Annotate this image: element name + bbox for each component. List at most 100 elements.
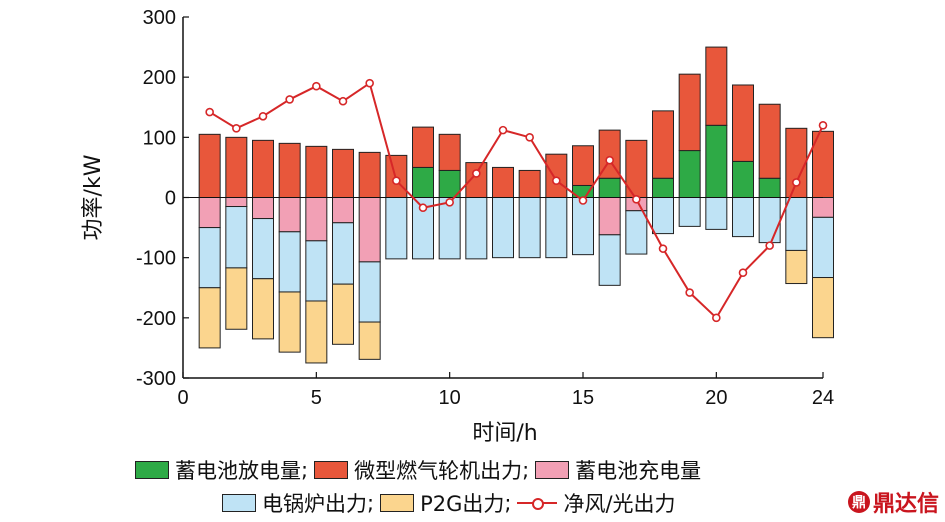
bar-electric-boiler [678,197,701,227]
point-net-wind-solar [685,288,694,297]
bar-electric-boiler [545,197,568,259]
bar-micro-turbine [678,73,701,152]
point-net-wind-solar [792,178,801,187]
bar-electric-boiler [198,227,221,289]
watermark-logo: 鼎 鼎达信 [847,486,939,518]
bar-battery-discharge [732,160,754,198]
legend-sep: ; [301,458,309,482]
bar-electric-boiler [572,197,594,256]
legend-label-battery-discharge: 蓄电池放电量 [175,459,301,483]
y-tick-label: -300 [136,368,176,390]
bar-battery-discharge [412,166,434,199]
x-tick-label: 24 [812,387,834,409]
point-net-wind-solar [338,96,348,106]
point-net-wind-solar [712,313,721,323]
x-tick-label: 10 [439,387,461,409]
bar-micro-turbine [732,84,754,162]
y-tick-label: 100 [143,127,176,149]
bar-micro-turbine [225,136,248,198]
point-net-wind-solar [578,196,588,205]
point-net-wind-solar [392,176,401,185]
bar-p2g [305,300,328,364]
bar-p2g [332,283,354,345]
x-tick-label: 0 [177,387,188,409]
bar-p2g [225,267,248,330]
bar-micro-turbine [332,148,354,199]
bar-micro-turbine [198,133,221,198]
legend-row-1: 蓄电池放电量; 微型燃气轮机出力; 蓄电池充电量 [135,455,701,485]
bar-electric-boiler [465,197,488,260]
x-tick-label: 15 [572,387,594,409]
bar-battery-charge [812,197,834,218]
bar-electric-boiler [305,240,328,302]
point-net-wind-solar [738,268,748,278]
bar-battery-charge [305,197,328,242]
legend-swatch-battery-discharge [135,461,169,479]
bar-micro-turbine [785,127,808,198]
point-net-wind-solar [445,198,454,207]
y-tick-label: 200 [143,67,176,89]
point-net-wind-solar [232,124,241,133]
bar-electric-boiler [785,197,808,251]
bar-micro-turbine [278,142,301,199]
bar-electric-boiler [518,197,541,259]
bar-electric-boiler [758,197,781,244]
point-net-wind-solar [258,111,268,121]
bar-battery-charge [252,197,274,220]
bar-battery-discharge [758,177,781,199]
bar-electric-boiler [598,234,621,286]
bar-electric-boiler [438,197,461,260]
logo-text: 鼎达信 [872,492,939,517]
logo-icon: 鼎 [847,491,870,513]
bar-electric-boiler [358,261,381,323]
legend-sep: ; [522,458,530,482]
bar-p2g [278,291,301,353]
bar-electric-boiler [385,197,408,260]
bar-micro-turbine [652,110,674,179]
bar-battery-discharge [652,177,674,199]
legend-label-battery-charge: 蓄电池充电量 [575,459,702,483]
bar-micro-turbine [438,133,461,171]
point-net-wind-solar [418,203,428,213]
legend-swatch-battery-charge [535,461,570,479]
legend-label-electric-boiler: 电锅炉出力 [262,492,367,516]
bar-battery-charge [225,197,248,208]
y-tick-label: 0 [165,188,176,210]
bar-micro-turbine [412,126,434,168]
bar-p2g [812,277,834,339]
point-net-wind-solar [525,133,534,142]
bar-micro-turbine [758,103,781,179]
bar-p2g [252,278,274,340]
bar-electric-boiler [252,218,274,280]
bar-electric-boiler [332,222,354,285]
bar-electric-boiler [812,216,834,279]
bar-battery-discharge [705,124,728,198]
legend-sep: ; [367,491,375,515]
legend-label-micro-turbine: 微型燃气轮机出力 [354,459,523,483]
bar-p2g [785,249,808,285]
point-net-wind-solar [605,155,614,165]
bar-micro-turbine [545,153,568,198]
bar-electric-boiler [652,197,674,235]
bar-micro-turbine [305,145,328,199]
bar-electric-boiler [492,197,514,259]
point-net-wind-solar [552,176,561,185]
y-tick-label: -100 [136,248,176,270]
bar-micro-turbine [358,151,381,198]
point-net-wind-solar [632,195,641,204]
legend-swatch-p2g [380,494,415,512]
legend-label-net-wind-solar: 净风/光出力 [563,492,676,516]
bar-p2g [358,321,381,360]
point-net-wind-solar [312,81,321,91]
bar-electric-boiler [278,231,301,293]
bar-electric-boiler [225,206,248,269]
y-tick-label: 300 [143,7,176,29]
y-axis-title: 功率/kW [81,154,106,240]
legend-swatch-net-wind-solar [517,494,558,512]
legend-sep: ; [504,491,512,515]
legend-label-p2g: P2G出力 [420,492,505,516]
point-net-wind-solar [205,107,214,117]
bar-micro-turbine [518,169,541,199]
bar-battery-charge [278,197,301,233]
